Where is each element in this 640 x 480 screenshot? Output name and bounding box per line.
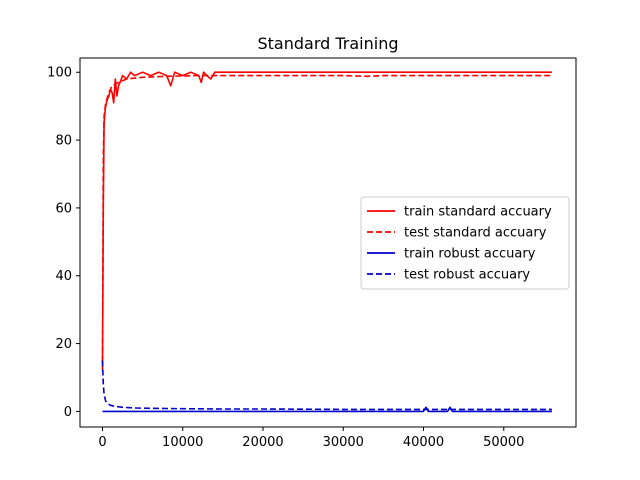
chart-title: Standard Training — [257, 34, 398, 53]
y-tick-label: 20 — [55, 337, 72, 352]
y-tick-label: 60 — [55, 201, 72, 216]
legend: train standard accuary test standard accu… — [360, 196, 570, 290]
legend-box — [360, 196, 570, 290]
series-layer — [101, 71, 552, 413]
y-tick-label: 100 — [47, 66, 72, 81]
y-tick-label: 0 — [64, 405, 72, 420]
legend-label: train standard accuary — [404, 205, 552, 220]
x-tick-label: 40000 — [403, 435, 444, 450]
y-tick-label: 40 — [55, 269, 72, 284]
x-tick-label: 0 — [98, 435, 106, 450]
x-tick-label: 50000 — [483, 435, 524, 450]
x-axis: 0 10000 20000 30000 40000 50000 — [98, 427, 524, 450]
plot-frame — [79, 57, 577, 428]
series-line-2 — [102, 406, 552, 413]
legend-label: test standard accuary — [404, 226, 547, 241]
series-line-1 — [101, 74, 552, 371]
legend-label: test robust accuary — [404, 268, 530, 283]
y-axis: 0 20 40 60 80 100 — [47, 66, 80, 420]
x-tick-label: 10000 — [162, 435, 203, 450]
series-line-3 — [101, 360, 552, 411]
y-tick-label: 80 — [55, 134, 72, 149]
x-tick-label: 20000 — [242, 435, 283, 450]
x-tick-label: 30000 — [323, 435, 364, 450]
legend-label: train robust accuary — [404, 247, 536, 262]
